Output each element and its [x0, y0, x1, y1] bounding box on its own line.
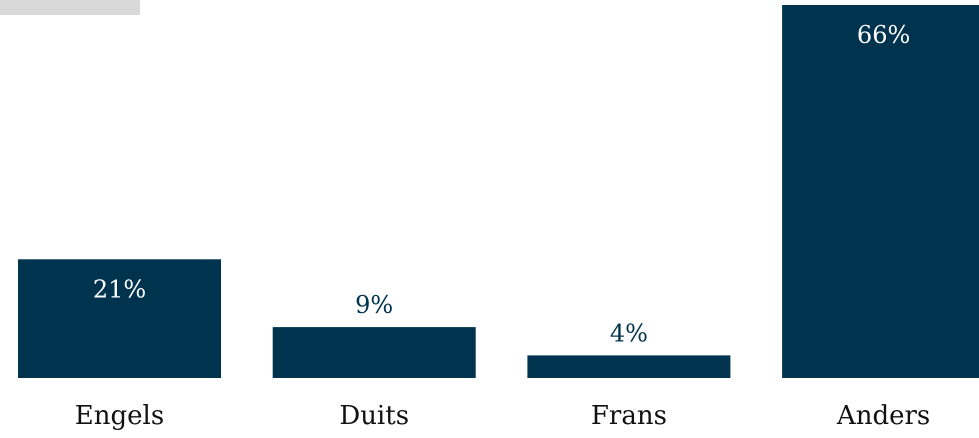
bar-duits — [272, 327, 476, 378]
corner-block — [0, 0, 140, 15]
bar-frans — [527, 355, 731, 378]
bar-anders — [782, 5, 979, 378]
category-label-duits: Duits — [339, 401, 409, 431]
bar-engels — [18, 259, 221, 378]
value-label-anders: 66% — [857, 21, 910, 49]
value-label-frans: 4% — [610, 319, 648, 347]
category-label-frans: Frans — [591, 401, 667, 431]
value-label-engels: 21% — [93, 275, 146, 303]
category-label-engels: Engels — [75, 401, 164, 431]
value-label-duits: 9% — [355, 291, 393, 319]
category-label-anders: Anders — [836, 401, 930, 431]
